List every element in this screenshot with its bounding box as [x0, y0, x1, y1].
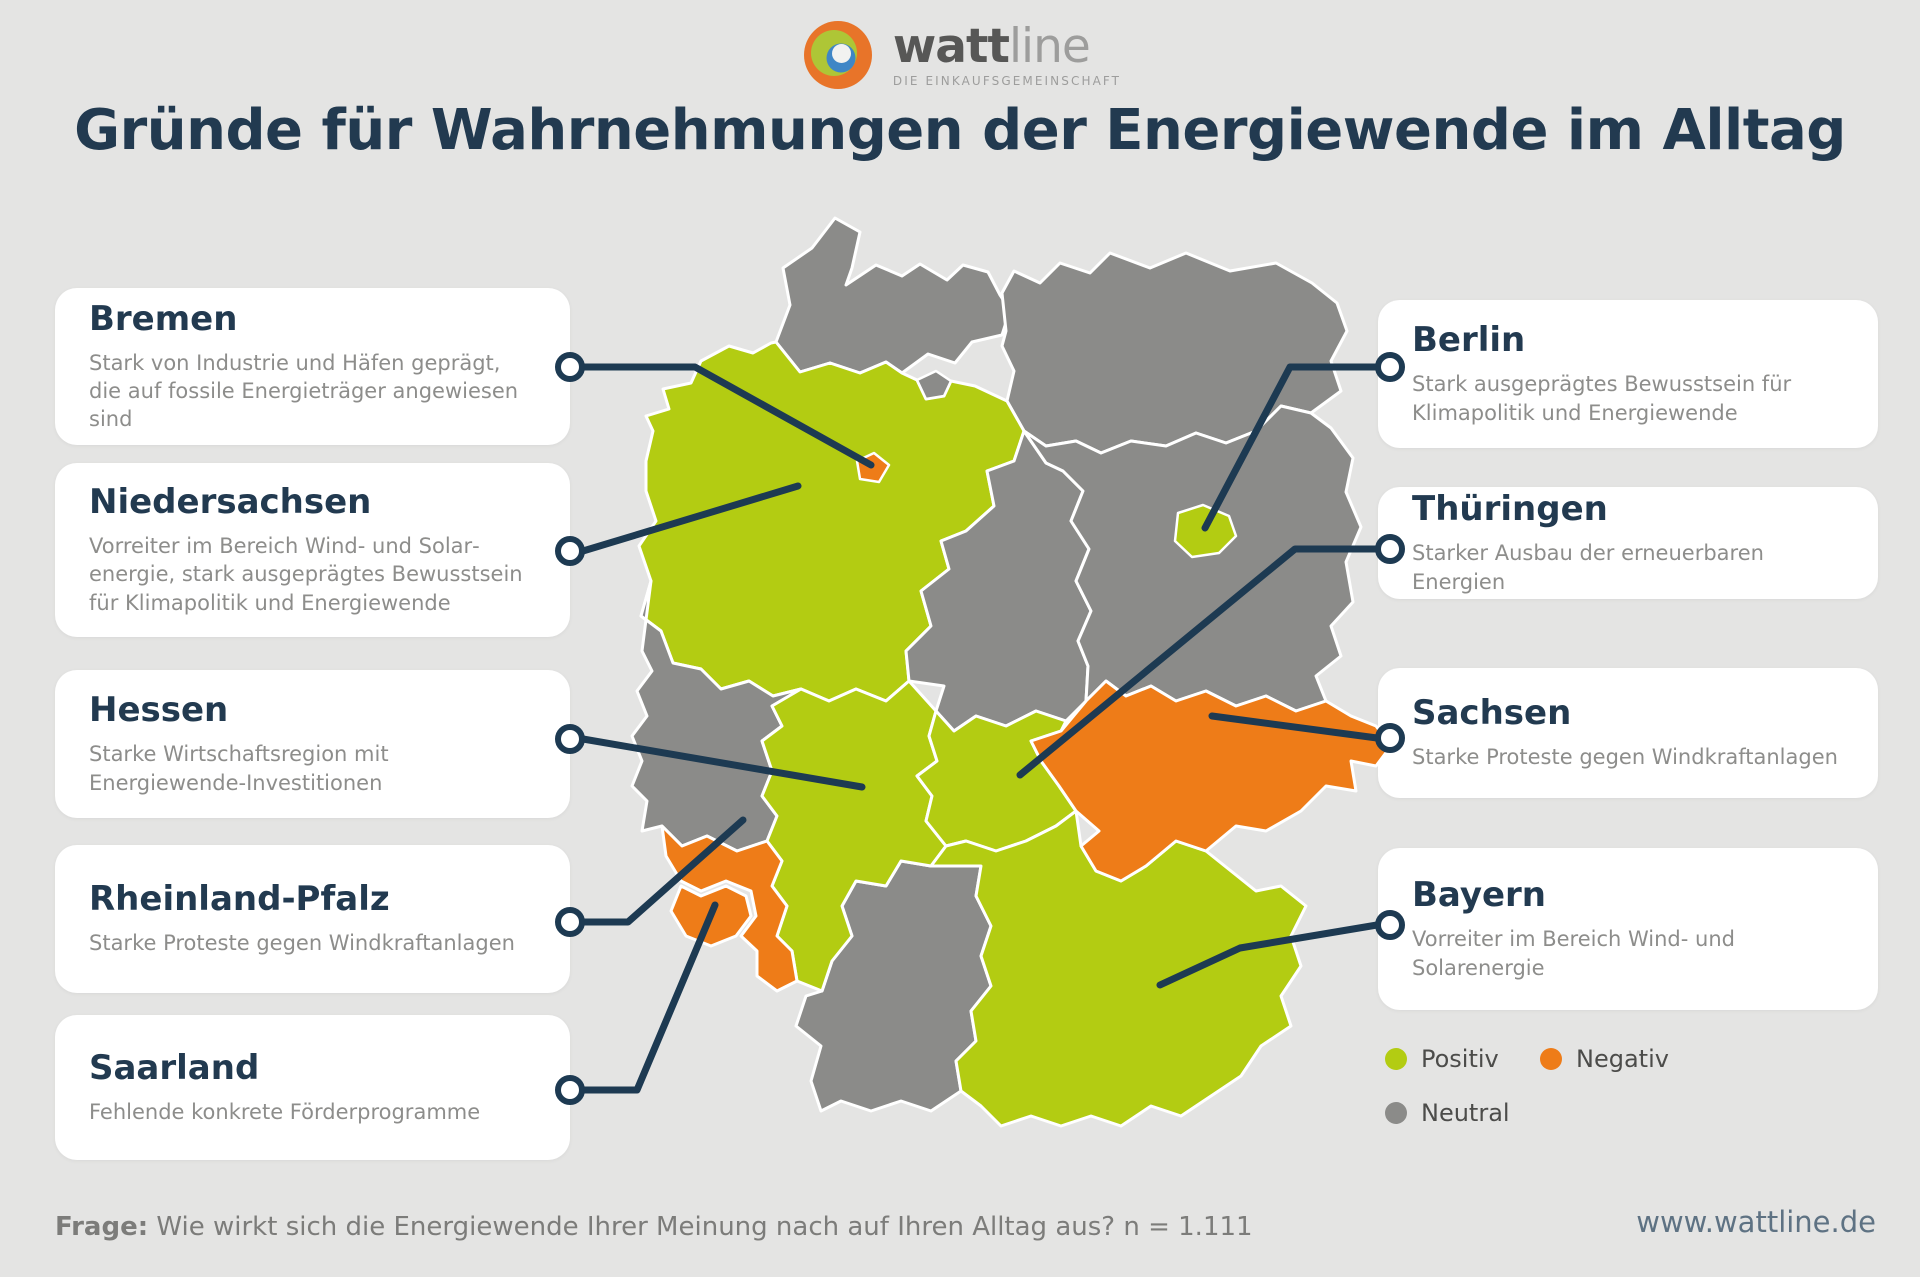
negativ-dot-icon	[1540, 1048, 1562, 1070]
brand-tagline: DIE EINKAUFSGEMEINSCHAFT	[892, 73, 1122, 88]
callout-bayern: Bayern Vorreiter im Bereich Wind- und So…	[1378, 848, 1878, 1010]
callout-saarland-title: Saarland	[89, 1047, 260, 1088]
survey-question-label: Frage:	[55, 1212, 149, 1242]
callout-sachsen-desc: Starke Proteste gegen Windkraftanlagen	[1412, 745, 1838, 770]
brand-logo: wattline DIE EINKAUFSGEMEINSCHAFT	[0, 16, 1920, 94]
state-hamburg	[915, 369, 953, 401]
neutral-dot-icon	[1385, 1102, 1407, 1124]
connector-hessen-terminal	[555, 724, 585, 754]
connector-sachsen-terminal	[1375, 723, 1405, 753]
legend-item-positiv: Positiv	[1385, 1045, 1540, 1073]
callout-hessen: Hessen Starke Wirtschaftsregion mit Ener…	[55, 670, 570, 818]
callout-rheinland-pfalz-title: Rheinland-Pfalz	[89, 879, 390, 920]
connector-saarland-terminal	[555, 1075, 585, 1105]
callout-thueringen-desc: Starker Ausbau der erneuerbaren Energien	[1412, 541, 1764, 594]
callout-berlin: Berlin Stark ausgeprägtes Bewusstsein fü…	[1378, 300, 1878, 448]
callout-berlin-desc: Stark ausgeprägtes Bewusstsein für Klima…	[1412, 372, 1792, 425]
legend-label-positiv: Positiv	[1421, 1045, 1499, 1073]
callout-hessen-title: Hessen	[89, 690, 229, 731]
connector-niedersachsen-terminal	[555, 536, 585, 566]
state-schleswig-holstein	[774, 216, 1012, 375]
survey-question: Frage: Wie wirkt sich die Energiewende I…	[55, 1212, 1253, 1242]
callout-sachsen-title: Sachsen	[1412, 693, 1572, 734]
connector-rheinland-pfalz-terminal	[555, 907, 585, 937]
callout-bremen: Bremen Stark von Industrie und Häfen gep…	[55, 288, 570, 445]
callout-berlin-title: Berlin	[1412, 320, 1526, 361]
connector-berlin-line	[1201, 363, 1381, 532]
connector-rheinland-pfalz-line	[579, 816, 747, 926]
legend-item-neutral: Neutral	[1385, 1099, 1540, 1127]
callout-saarland-desc: Fehlende konkrete Förderprogramme	[89, 1099, 481, 1124]
state-rheinland-pfalz	[660, 824, 799, 993]
connector-bremen-line	[579, 363, 875, 469]
legend-item-negativ: Negativ	[1540, 1045, 1695, 1073]
website-link[interactable]: www.wattline.de	[1636, 1205, 1876, 1239]
map-states	[630, 216, 1393, 1128]
connector-niedersachsen-line	[579, 482, 802, 555]
connector-berlin-terminal	[1375, 352, 1405, 382]
brand-wordmark-bold: watt	[892, 18, 1010, 74]
callout-niedersachsen-desc: Vorreiter im Bereich Wind- und Solar­ene…	[89, 534, 523, 615]
state-sachsen	[1029, 679, 1393, 883]
map-connectors	[555, 352, 1405, 1105]
connector-bayern-line	[1156, 921, 1381, 989]
callout-rheinland-pfalz-desc: Starke Proteste gegen Windkraftanlagen	[89, 931, 515, 956]
connector-sachsen-line	[1208, 712, 1381, 742]
callout-rheinland-pfalz: Rheinland-Pfalz Starke Proteste gegen Wi…	[55, 845, 570, 993]
callout-thueringen-title: Thüringen	[1412, 489, 1608, 530]
connector-bremen-terminal	[555, 352, 585, 382]
callout-niedersachsen: Niedersachsen Vorreiter im Bereich Wind-…	[55, 463, 570, 637]
callout-bremen-title: Bremen	[89, 298, 238, 339]
connector-thueringen-terminal	[1375, 534, 1405, 564]
connector-saarland-line	[579, 901, 719, 1094]
connector-hessen-line	[579, 735, 866, 791]
callout-bayern-desc: Vorreiter im Bereich Wind- und Solarener…	[1412, 927, 1735, 980]
legend: Positiv Negativ Neutral	[1385, 1038, 1695, 1146]
callout-saarland: Saarland Fehlende konkrete Förderprogram…	[55, 1015, 570, 1160]
callout-bremen-desc: Stark von Industrie und Häfen geprägt, d…	[89, 350, 519, 432]
page-title: Gründe für Wahrnehmungen der Energiewend…	[74, 98, 1846, 163]
callout-niedersachsen-title: Niedersachsen	[89, 482, 372, 523]
legend-label-negativ: Negativ	[1576, 1045, 1669, 1073]
connector-bayern-terminal	[1375, 910, 1405, 940]
callout-hessen-desc: Starke Wirtschaftsregion mit Energiewend…	[89, 742, 389, 795]
connector-thueringen-line	[1016, 545, 1381, 779]
callout-thueringen: Thüringen Starker Ausbau der erneuerbare…	[1378, 487, 1878, 599]
state-brandenburg	[1022, 404, 1363, 713]
callout-bayern-title: Bayern	[1412, 875, 1547, 916]
brand-wordmark-light: line	[1008, 18, 1091, 74]
positiv-dot-icon	[1385, 1048, 1407, 1070]
state-bayern	[929, 809, 1308, 1128]
callout-sachsen: Sachsen Starke Proteste gegen Windkrafta…	[1378, 668, 1878, 798]
survey-question-text: Wie wirkt sich die Energiewende Ihrer Me…	[148, 1212, 1253, 1242]
wattline-logo-icon	[803, 21, 872, 89]
brand-wordmark: wattline	[893, 23, 1091, 70]
legend-label-neutral: Neutral	[1421, 1099, 1510, 1127]
